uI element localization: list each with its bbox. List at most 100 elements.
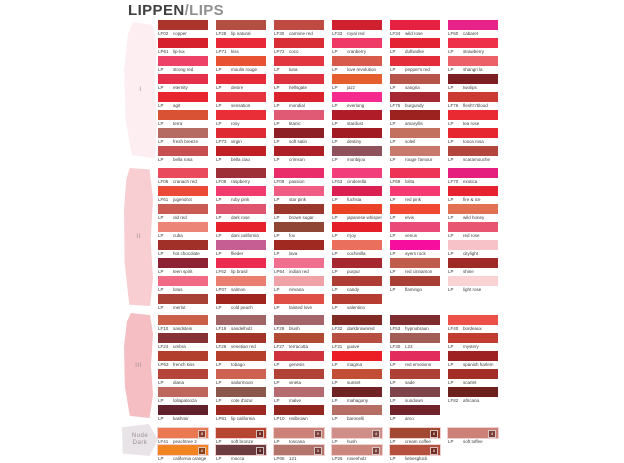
color-swatch <box>448 74 498 84</box>
color-swatch <box>390 74 440 84</box>
swatch-name: copper <box>173 31 187 36</box>
swatch-cell: LP diana <box>158 369 208 387</box>
swatch-code: LP <box>332 49 338 54</box>
color-swatch <box>216 186 266 196</box>
swatch-cell: LP64 indian red <box>274 258 324 276</box>
swatch-label: LP stardust <box>332 120 382 127</box>
swatch-cell: LP arco <box>390 405 440 423</box>
swatch-cell: LP fire & ice <box>448 186 498 204</box>
swatch-cell: 9 LP toscana <box>273 427 325 446</box>
swatch-name: merlot <box>173 305 186 310</box>
swatch-cell: LP n'joy <box>332 222 382 240</box>
swatch-cell: LP flamingo <box>390 276 440 294</box>
swatch-code: LP <box>158 85 164 90</box>
swatch-name: dark rose <box>231 215 250 220</box>
swatch-label: LF53 hypnobraun <box>390 325 440 332</box>
swatch-code: LP <box>332 67 338 72</box>
swatch-name: mocca <box>231 456 245 461</box>
swatch-label: LP lava <box>274 250 324 257</box>
swatch-name: flieder <box>231 251 244 256</box>
swatch-cell: LP63 french kiss <box>158 351 208 369</box>
swatch-label: LP tainted love <box>274 304 324 311</box>
color-swatch <box>448 222 498 232</box>
swatch-label: LP crimson <box>274 156 324 163</box>
color-swatch <box>332 405 382 415</box>
swatch-label: LP mocca <box>216 455 266 462</box>
swatch-cell: LP cochinilla <box>332 240 382 258</box>
swatch-cell: LP titanic <box>274 110 324 128</box>
swatch-grid-section-1: LF02 copper LF28 lip natural LF30 carmine red… <box>158 20 498 164</box>
color-swatch <box>274 128 324 138</box>
swatch-code: LP <box>216 380 222 385</box>
swatch-code: LP <box>216 103 222 108</box>
color-swatch <box>332 258 382 268</box>
swatch-cell: LP star pink <box>274 186 324 204</box>
swatch-cell: LP citylight <box>448 240 498 258</box>
swatch-name: exotica <box>463 179 478 184</box>
section-swipe-3-label: III <box>135 362 142 369</box>
color-swatch <box>158 351 208 361</box>
swatch-code: LP <box>448 362 454 367</box>
swatch-label: LP spanish harlem <box>448 361 498 368</box>
swatch-code: LP <box>332 398 338 403</box>
swatch-code: LP <box>332 233 338 238</box>
swatch-cell: LP twolips <box>448 74 498 92</box>
swatch-cell: 4 LP hush <box>331 427 383 446</box>
swatch-cell: LF19 sandelholz <box>216 315 266 333</box>
swatch-name: tainted love <box>289 305 313 310</box>
color-swatch <box>274 168 324 178</box>
swatch-code: LP06 <box>274 456 285 461</box>
color-swatch <box>390 240 440 250</box>
swatch-label: LP red emotions <box>390 361 440 368</box>
color-swatch <box>332 276 382 286</box>
swatch-label: LP teen spirit <box>158 268 208 275</box>
swatch-label: LP elvis <box>390 214 440 221</box>
swatch-cell: LP mystery <box>448 333 498 351</box>
color-swatch <box>447 427 499 439</box>
swatch-label: LP mystery <box>448 343 498 350</box>
swatch-code: LP <box>158 157 164 162</box>
swatch-label: LP sundown <box>390 397 440 404</box>
page-title-accent: /LIPS <box>184 2 225 19</box>
swatch-name: africana <box>463 398 480 403</box>
swatch-name: japanese whisper <box>347 215 383 220</box>
swatch-label: LP brown sugar <box>274 214 324 221</box>
swatch-cell: LP sunset <box>332 369 382 387</box>
color-swatch <box>390 128 440 138</box>
swatch-code: LP <box>274 139 280 144</box>
swatch-code: LP <box>390 398 396 403</box>
color-swatch <box>158 186 208 196</box>
swatch-name: darkbrownred <box>347 326 375 331</box>
swatch-name: lip brasil <box>231 269 248 274</box>
swatch-label: LP citylight <box>448 250 498 257</box>
color-swatch <box>390 204 440 214</box>
color-swatch <box>216 128 266 138</box>
swatch-name: n'joy <box>347 233 357 238</box>
color-swatch <box>389 427 441 439</box>
swatch-name: old red <box>173 215 187 220</box>
swatch-cell: LP shine <box>448 258 498 276</box>
swatch-label: LP fire & ice <box>448 196 498 203</box>
swatch-code: LF69 <box>390 179 401 184</box>
color-swatch <box>332 240 382 250</box>
swatch-code: LP <box>448 287 454 292</box>
swatch-cell: LP light rose <box>448 276 498 294</box>
swatch-badge: 8 <box>430 430 438 438</box>
swatch-cell: LP agit <box>158 92 208 110</box>
swatch-label: LP71 kiss <box>216 48 266 55</box>
swatch-code: LP <box>448 157 454 162</box>
color-swatch <box>331 427 383 439</box>
swatch-name: citylight <box>463 251 479 256</box>
swatch-label: LP06 121 <box>274 455 324 462</box>
swatch-code: LF60 <box>448 31 459 36</box>
color-swatch <box>448 56 498 66</box>
swatch-name: teen spirit <box>173 269 193 274</box>
swatch-name: liebesglück <box>405 456 428 461</box>
swatch-code: LF10 <box>158 326 169 331</box>
section-swipe-2: II <box>124 168 153 306</box>
swatch-name: luna <box>289 67 298 72</box>
swatch-label: LF28 lip natural <box>216 30 266 37</box>
color-swatch <box>448 204 498 214</box>
swatch-name: destiny <box>347 139 362 144</box>
swatch-label: LP fox <box>274 232 324 239</box>
